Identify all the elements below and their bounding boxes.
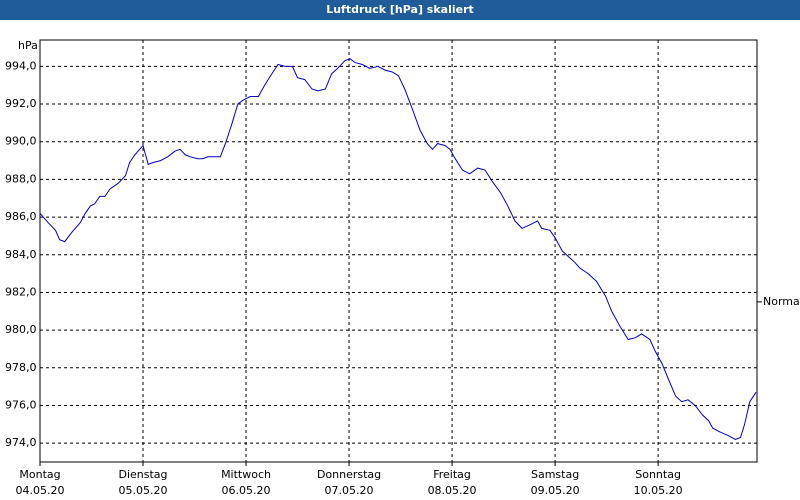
y-tick-label: 988,0 <box>5 172 37 185</box>
plot-frame <box>39 39 758 463</box>
y-tick-label: 984,0 <box>5 248 37 261</box>
y-tick-label: 980,0 <box>5 323 37 336</box>
chart-title: Luftdruck [hPa] skaliert <box>326 3 474 16</box>
y-tick-label: 976,0 <box>5 398 37 411</box>
y-tick-label: 982,0 <box>5 285 37 298</box>
x-tick-label: Freitag <box>433 468 471 481</box>
x-tick-label: Montag <box>19 468 60 481</box>
y-tick-label: 986,0 <box>5 210 37 223</box>
y-tick-label: 994,0 <box>5 59 37 72</box>
y-tick-label: 990,0 <box>5 135 37 148</box>
y-unit: hPa <box>18 39 38 52</box>
x-tick-date: 08.05.20 <box>428 484 477 497</box>
y-tick-label: 978,0 <box>5 361 37 374</box>
x-tick-label: Samstag <box>531 468 579 481</box>
x-tick-date: 10.05.20 <box>634 484 683 497</box>
title-bar <box>0 0 800 20</box>
y-tick-label: 992,0 <box>5 97 37 110</box>
data-line <box>39 58 757 440</box>
x-tick-label: Mittwoch <box>221 468 271 481</box>
x-tick-date: 07.05.20 <box>325 484 374 497</box>
x-tick-label: Dienstag <box>118 468 167 481</box>
y-tick-label: 974,0 <box>5 436 37 449</box>
x-tick-date: 04.05.20 <box>16 484 65 497</box>
x-tick-date: 09.05.20 <box>531 484 580 497</box>
x-tick-label: Donnerstag <box>317 468 381 481</box>
x-tick-date: 05.05.20 <box>119 484 168 497</box>
x-tick-label: Sonntag <box>635 468 681 481</box>
x-tick-date: 06.05.20 <box>222 484 271 497</box>
reference-label: Normal <box>763 295 800 308</box>
